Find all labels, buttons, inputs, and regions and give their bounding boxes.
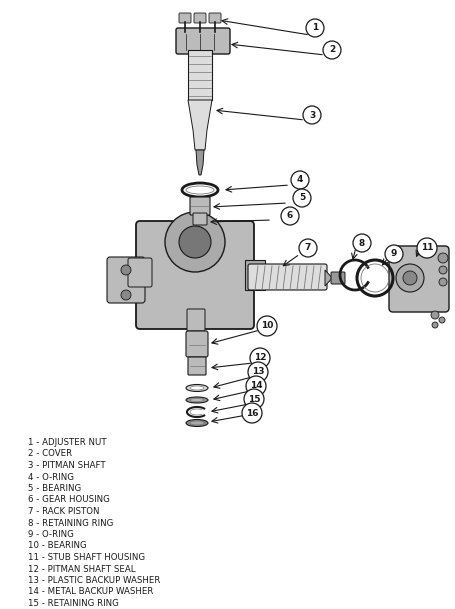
Text: 11: 11	[421, 244, 433, 253]
Text: 2: 2	[329, 46, 335, 54]
Circle shape	[246, 376, 266, 396]
Circle shape	[121, 290, 131, 300]
FancyBboxPatch shape	[389, 246, 449, 312]
FancyBboxPatch shape	[248, 264, 327, 290]
Text: 14: 14	[250, 381, 263, 390]
FancyBboxPatch shape	[331, 272, 345, 284]
Circle shape	[306, 19, 324, 37]
Text: 6: 6	[287, 211, 293, 220]
Circle shape	[353, 234, 371, 252]
FancyBboxPatch shape	[107, 257, 145, 303]
Circle shape	[165, 212, 225, 272]
Ellipse shape	[190, 386, 204, 390]
Text: 13 - PLASTIC BACKUP WASHER: 13 - PLASTIC BACKUP WASHER	[28, 576, 160, 585]
Ellipse shape	[190, 421, 204, 425]
Text: 8 - RETAINING RING: 8 - RETAINING RING	[28, 518, 113, 527]
Polygon shape	[196, 150, 204, 175]
Circle shape	[257, 316, 277, 336]
Polygon shape	[325, 270, 335, 286]
FancyBboxPatch shape	[188, 50, 212, 100]
Ellipse shape	[186, 420, 208, 426]
Text: 12 - PITMAN SHAFT SEAL: 12 - PITMAN SHAFT SEAL	[28, 565, 136, 574]
Circle shape	[291, 171, 309, 189]
FancyBboxPatch shape	[190, 197, 210, 215]
Circle shape	[303, 106, 321, 124]
Text: 7: 7	[305, 244, 311, 253]
Text: 9 - O-RING: 9 - O-RING	[28, 530, 74, 539]
Circle shape	[417, 238, 437, 258]
Ellipse shape	[186, 384, 208, 392]
Circle shape	[121, 265, 131, 275]
Text: 16: 16	[246, 409, 258, 418]
Text: 4 - O-RING: 4 - O-RING	[28, 473, 74, 482]
Circle shape	[403, 271, 417, 285]
Text: 4: 4	[297, 175, 303, 185]
Circle shape	[439, 266, 447, 274]
Circle shape	[242, 403, 262, 423]
Text: 15: 15	[248, 395, 260, 404]
Text: 10: 10	[261, 322, 273, 331]
Circle shape	[439, 278, 447, 286]
Circle shape	[432, 322, 438, 328]
Text: 3 - PITMAN SHAFT: 3 - PITMAN SHAFT	[28, 461, 106, 470]
Circle shape	[281, 207, 299, 225]
Text: 13: 13	[252, 367, 264, 376]
FancyBboxPatch shape	[245, 260, 265, 290]
Text: 1: 1	[312, 24, 318, 32]
FancyBboxPatch shape	[176, 28, 230, 54]
Circle shape	[299, 239, 317, 257]
Text: 14 - METAL BACKUP WASHER: 14 - METAL BACKUP WASHER	[28, 588, 153, 596]
Text: 15 - RETAINING RING: 15 - RETAINING RING	[28, 599, 119, 608]
Circle shape	[396, 264, 424, 292]
Circle shape	[323, 41, 341, 59]
Circle shape	[385, 245, 403, 263]
Circle shape	[248, 362, 268, 382]
FancyBboxPatch shape	[209, 13, 221, 23]
Circle shape	[250, 348, 270, 368]
Text: 1 - ADJUSTER NUT: 1 - ADJUSTER NUT	[28, 438, 106, 447]
FancyBboxPatch shape	[193, 213, 207, 225]
Text: 12: 12	[254, 353, 266, 362]
Text: 5: 5	[299, 194, 305, 203]
Circle shape	[438, 253, 448, 263]
Text: 7 - RACK PISTON: 7 - RACK PISTON	[28, 507, 100, 516]
Polygon shape	[188, 100, 212, 150]
Text: 3: 3	[309, 110, 315, 119]
FancyBboxPatch shape	[188, 357, 206, 375]
Text: 6 - GEAR HOUSING: 6 - GEAR HOUSING	[28, 496, 110, 504]
FancyBboxPatch shape	[194, 13, 206, 23]
FancyBboxPatch shape	[186, 331, 208, 357]
Ellipse shape	[186, 397, 208, 403]
FancyBboxPatch shape	[187, 309, 205, 331]
Circle shape	[293, 189, 311, 207]
Ellipse shape	[190, 398, 204, 401]
Text: 8: 8	[359, 239, 365, 247]
Circle shape	[179, 226, 211, 258]
FancyBboxPatch shape	[128, 258, 152, 287]
Text: 10 - BEARING: 10 - BEARING	[28, 541, 87, 551]
Text: 5 - BEARING: 5 - BEARING	[28, 484, 81, 493]
Circle shape	[439, 317, 445, 323]
FancyBboxPatch shape	[136, 221, 254, 329]
FancyBboxPatch shape	[179, 13, 191, 23]
Circle shape	[244, 389, 264, 409]
Text: 9: 9	[391, 250, 397, 258]
Text: 11 - STUB SHAFT HOUSING: 11 - STUB SHAFT HOUSING	[28, 553, 145, 562]
Circle shape	[431, 311, 439, 319]
Text: 2 - COVER: 2 - COVER	[28, 449, 72, 459]
